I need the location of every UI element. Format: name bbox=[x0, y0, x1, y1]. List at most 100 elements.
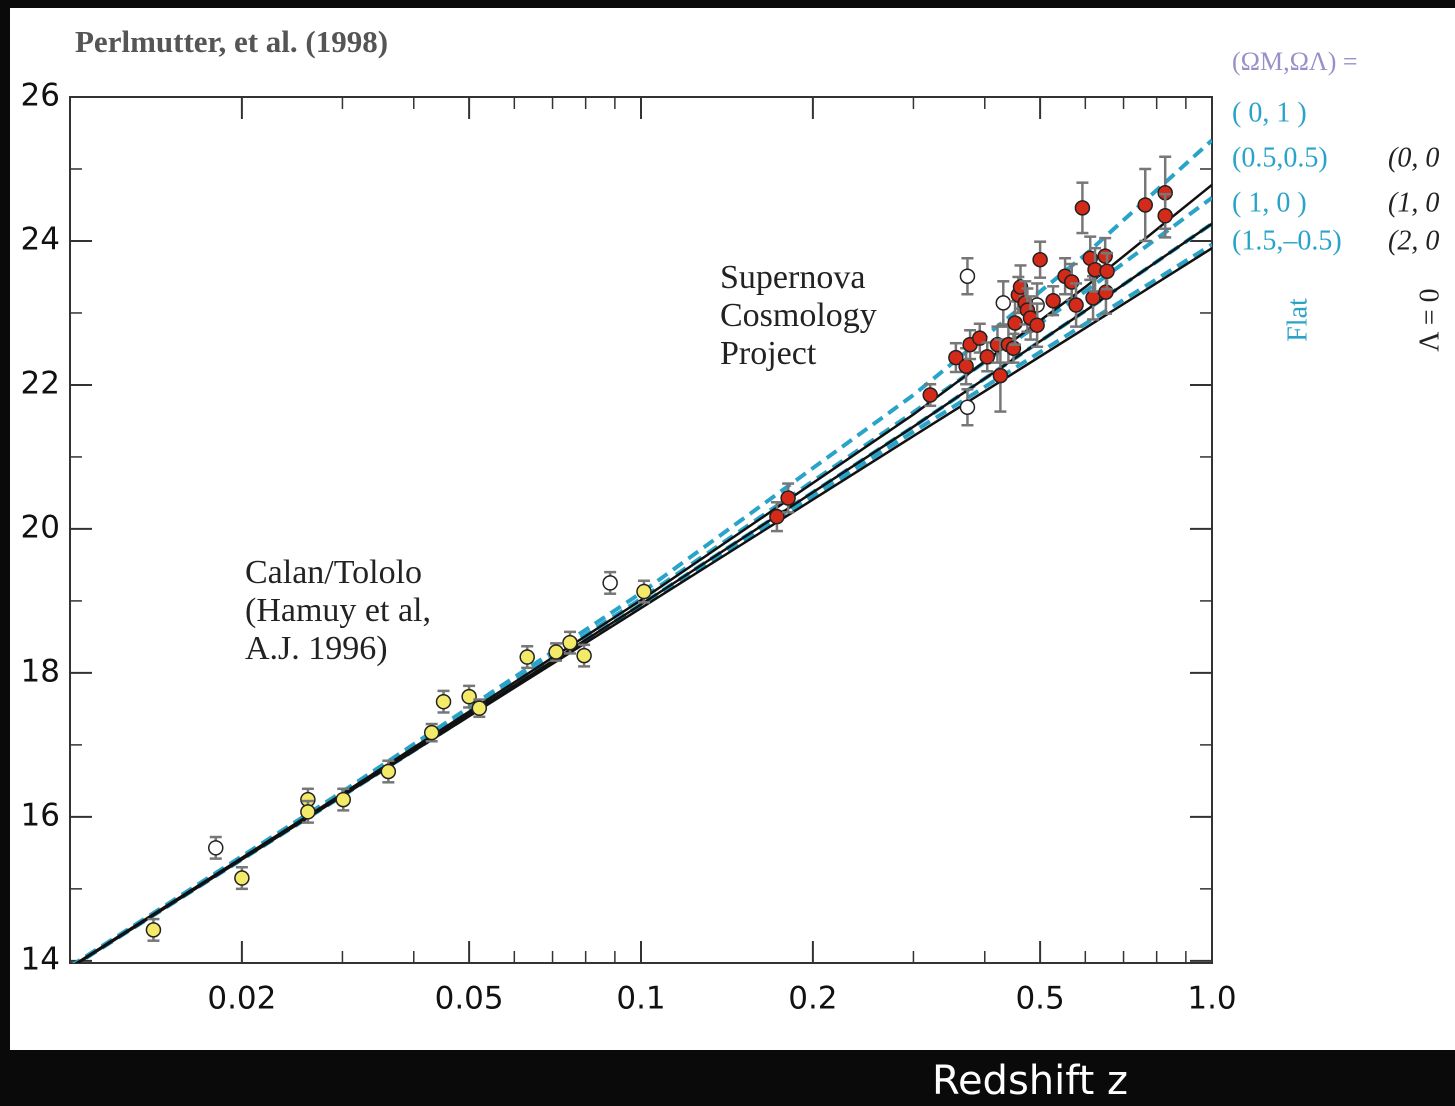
data-point bbox=[1007, 315, 1023, 331]
x-tick-label: 0.05 bbox=[435, 981, 504, 1017]
data-point-group bbox=[562, 630, 578, 655]
data-point-group bbox=[548, 642, 564, 662]
data-point bbox=[948, 349, 964, 366]
data-point bbox=[636, 583, 652, 600]
data-point bbox=[335, 791, 352, 808]
data-point bbox=[995, 295, 1012, 311]
data-point bbox=[234, 870, 250, 886]
data-point-group bbox=[992, 338, 1009, 413]
data-point bbox=[1032, 251, 1048, 268]
data-point-group bbox=[769, 501, 785, 533]
data-point-group bbox=[922, 382, 938, 408]
y-tick-label: 18 bbox=[21, 653, 60, 689]
y-tick-label: 16 bbox=[21, 797, 60, 833]
data-point-group bbox=[1074, 181, 1091, 235]
chart-title: Perlmutter, et al. (1998) bbox=[75, 24, 388, 59]
data-point-group bbox=[1045, 285, 1061, 317]
data-point bbox=[519, 649, 535, 665]
x-tick-label: 0.02 bbox=[207, 981, 276, 1017]
data-point-group bbox=[1085, 274, 1101, 321]
data-point-group bbox=[519, 645, 535, 670]
x-tick-label: 1.0 bbox=[1187, 981, 1236, 1017]
data-point bbox=[1097, 248, 1113, 264]
y-tick-label: 22 bbox=[21, 365, 60, 401]
data-point bbox=[435, 693, 452, 710]
data-point bbox=[576, 647, 592, 664]
x-tick-label: 0.5 bbox=[1015, 981, 1064, 1017]
annotation: Calan/Tololo bbox=[245, 554, 422, 591]
data-point bbox=[1137, 197, 1153, 213]
data-point bbox=[1068, 297, 1084, 313]
data-point bbox=[922, 387, 938, 403]
data-point bbox=[300, 804, 316, 820]
data-point-group bbox=[1157, 192, 1173, 239]
data-point bbox=[145, 922, 162, 938]
data-point bbox=[461, 688, 477, 705]
legend-entry: (1, 0 bbox=[1388, 187, 1439, 218]
data-point-group bbox=[636, 579, 652, 604]
data-point bbox=[602, 575, 618, 591]
data-point bbox=[1029, 317, 1045, 333]
data-point-group bbox=[602, 570, 618, 595]
data-point-group bbox=[1068, 282, 1084, 328]
legend-group-label: Λ = 0 bbox=[1414, 288, 1445, 351]
legend-entry: (2, 0 bbox=[1388, 225, 1439, 256]
data-point bbox=[471, 700, 488, 716]
annotation: A.J. 1996) bbox=[245, 630, 388, 667]
data-point-group bbox=[948, 341, 964, 374]
data-point-group bbox=[423, 722, 440, 743]
y-tick-label: 24 bbox=[21, 221, 60, 257]
data-point-group bbox=[234, 866, 250, 891]
annotation: Cosmology bbox=[720, 297, 877, 334]
data-point bbox=[959, 268, 976, 284]
legend-entry: ( 0, 1 ) bbox=[1232, 97, 1307, 128]
data-point bbox=[548, 644, 564, 660]
data-point-group bbox=[380, 759, 397, 784]
data-point-group bbox=[959, 388, 976, 427]
data-point-group bbox=[576, 643, 592, 668]
data-point-group bbox=[1087, 246, 1103, 293]
data-point bbox=[1085, 290, 1101, 306]
legend-entry: (1.5,–0.5) bbox=[1232, 225, 1342, 256]
x-tick-label: 0.2 bbox=[788, 981, 837, 1017]
plot-area bbox=[71, 138, 1212, 963]
data-point bbox=[1045, 292, 1061, 309]
data-point bbox=[992, 367, 1009, 384]
annotation: Supernova bbox=[720, 259, 865, 296]
data-point-group bbox=[959, 257, 976, 296]
data-point bbox=[769, 508, 785, 525]
data-point-group bbox=[145, 917, 162, 942]
legend-title: (ΩM,ΩΛ) = bbox=[1232, 47, 1358, 76]
data-point bbox=[208, 840, 224, 856]
y-tick-label: 26 bbox=[21, 78, 60, 114]
data-point-group bbox=[335, 787, 352, 812]
legend-entry: ( 1, 0 ) bbox=[1232, 187, 1307, 218]
data-point bbox=[423, 724, 440, 741]
data-point bbox=[979, 349, 995, 365]
data-point bbox=[780, 490, 796, 506]
y-tick-label: 20 bbox=[21, 509, 60, 545]
legend-group-label: Flat bbox=[1282, 298, 1313, 342]
data-point-group bbox=[300, 799, 316, 824]
panel bbox=[10, 8, 1455, 1050]
data-point bbox=[1005, 340, 1022, 356]
data-point-group bbox=[208, 835, 224, 860]
legend-entry: (0, 0 bbox=[1388, 142, 1439, 173]
data-point bbox=[958, 358, 974, 374]
data-point bbox=[1099, 263, 1115, 279]
data-point bbox=[959, 399, 976, 416]
data-point-group bbox=[780, 482, 796, 514]
data-point-group bbox=[435, 689, 452, 714]
data-point-group bbox=[1029, 302, 1045, 349]
data-point bbox=[1074, 200, 1091, 216]
data-point-group bbox=[1137, 167, 1153, 243]
legend-entry: (0.5,0.5) bbox=[1232, 142, 1328, 173]
data-point-group bbox=[995, 280, 1012, 326]
annotation: Project bbox=[720, 335, 817, 372]
data-point bbox=[380, 763, 397, 780]
x-axis-label: Redshift z bbox=[932, 1058, 1128, 1104]
data-point bbox=[562, 634, 578, 651]
data-point-group bbox=[1099, 251, 1115, 291]
data-point bbox=[1157, 208, 1173, 224]
